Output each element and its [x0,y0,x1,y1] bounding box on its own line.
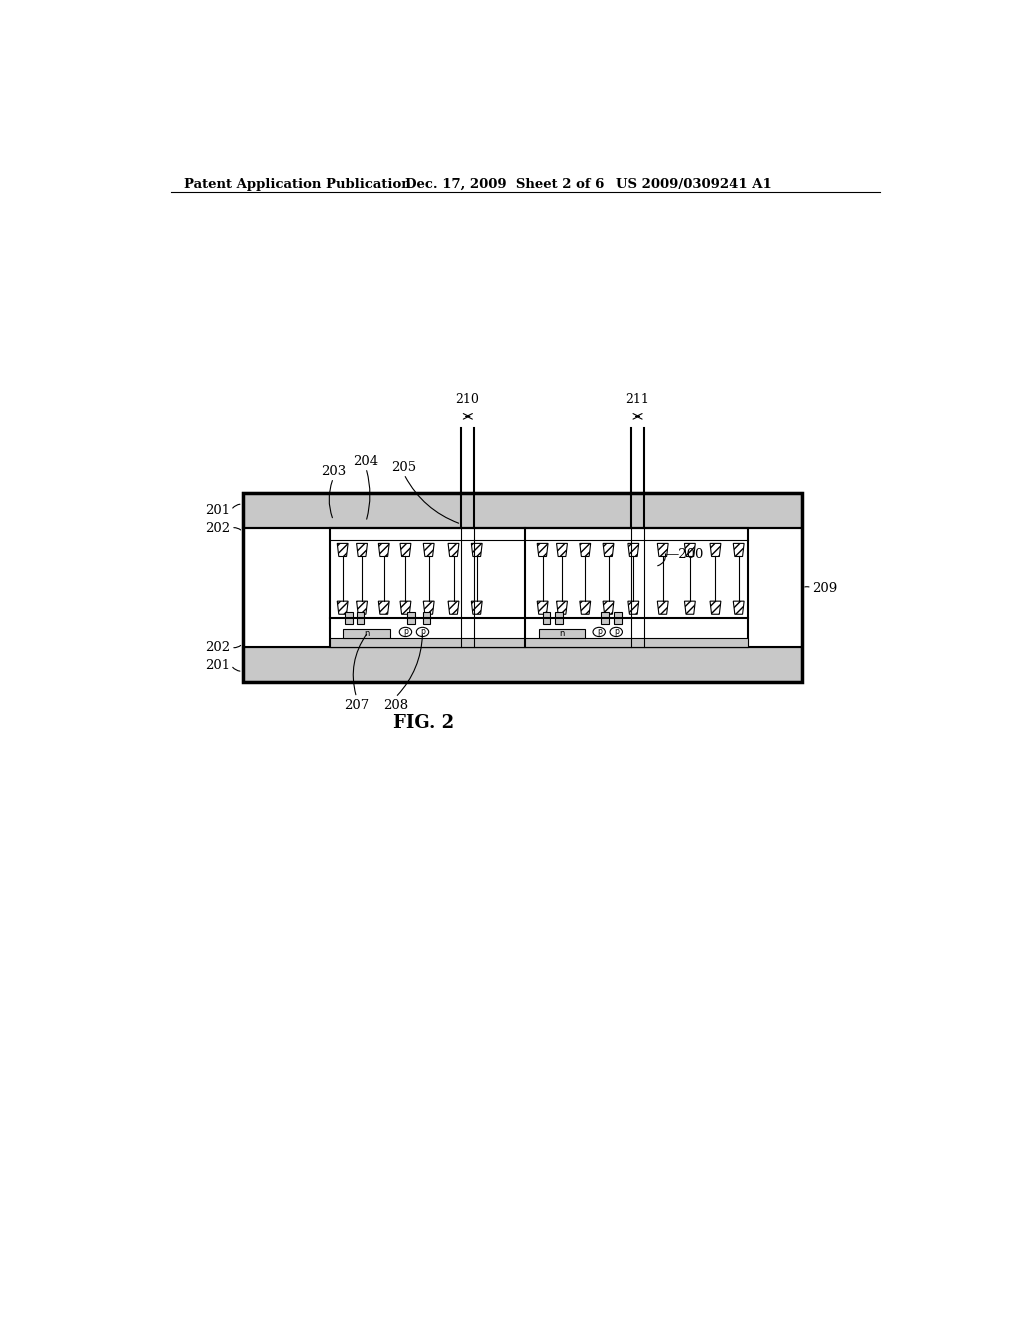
Polygon shape [356,544,368,557]
Text: 201: 201 [205,659,230,672]
Polygon shape [538,544,548,557]
Text: 204: 204 [353,455,379,469]
Ellipse shape [593,627,605,636]
Text: p: p [420,627,425,636]
Polygon shape [337,601,348,614]
Text: 208: 208 [383,700,408,711]
Text: US 2009/0309241 A1: US 2009/0309241 A1 [616,178,772,190]
Bar [423,612,430,624]
Polygon shape [710,601,721,614]
Bar [330,638,748,647]
Bar [555,612,563,624]
Polygon shape [628,544,639,557]
Polygon shape [378,544,389,557]
Polygon shape [423,601,434,614]
Text: 205: 205 [391,461,417,474]
Text: Dec. 17, 2009  Sheet 2 of 6: Dec. 17, 2009 Sheet 2 of 6 [406,178,605,190]
Polygon shape [400,601,411,614]
Polygon shape [657,601,669,614]
Polygon shape [733,601,744,614]
Bar [343,628,390,638]
Polygon shape [337,544,348,557]
Polygon shape [356,601,368,614]
Polygon shape [603,544,614,557]
Text: p: p [597,627,602,636]
Text: 201: 201 [205,504,230,517]
Polygon shape [449,601,459,614]
Bar [243,494,802,528]
Polygon shape [423,544,434,557]
Bar [345,612,352,624]
Text: p: p [403,627,408,636]
Polygon shape [710,544,721,557]
Bar [614,612,622,624]
Polygon shape [733,544,744,557]
Bar [356,612,365,624]
Bar [407,612,415,624]
Polygon shape [580,601,591,614]
Ellipse shape [399,627,412,636]
Polygon shape [557,544,567,557]
Text: 202: 202 [205,640,230,653]
Ellipse shape [610,627,623,636]
Polygon shape [400,544,411,557]
Polygon shape [684,601,695,614]
Polygon shape [538,601,548,614]
Bar [601,612,608,624]
Text: 207: 207 [344,700,370,711]
Bar [243,647,802,682]
Bar [539,628,586,638]
Polygon shape [471,601,482,614]
Text: n: n [364,630,370,638]
Text: 209: 209 [812,582,838,594]
Polygon shape [471,544,482,557]
Text: 211: 211 [626,392,649,405]
Ellipse shape [417,627,429,636]
Text: 202: 202 [205,521,230,535]
Polygon shape [684,544,695,557]
Bar [243,494,802,682]
Bar [330,528,748,647]
Text: 210: 210 [456,392,479,405]
Polygon shape [449,544,459,557]
Polygon shape [378,601,389,614]
Polygon shape [557,601,567,614]
Polygon shape [580,544,591,557]
Bar [543,612,550,624]
Text: p: p [613,627,618,636]
Text: n: n [559,630,564,638]
Text: FIG. 2: FIG. 2 [393,714,455,733]
Polygon shape [657,544,669,557]
Text: 203: 203 [321,465,346,478]
Polygon shape [628,601,639,614]
Text: Patent Application Publication: Patent Application Publication [183,178,411,190]
Text: —200: —200 [665,548,703,561]
Polygon shape [603,601,614,614]
